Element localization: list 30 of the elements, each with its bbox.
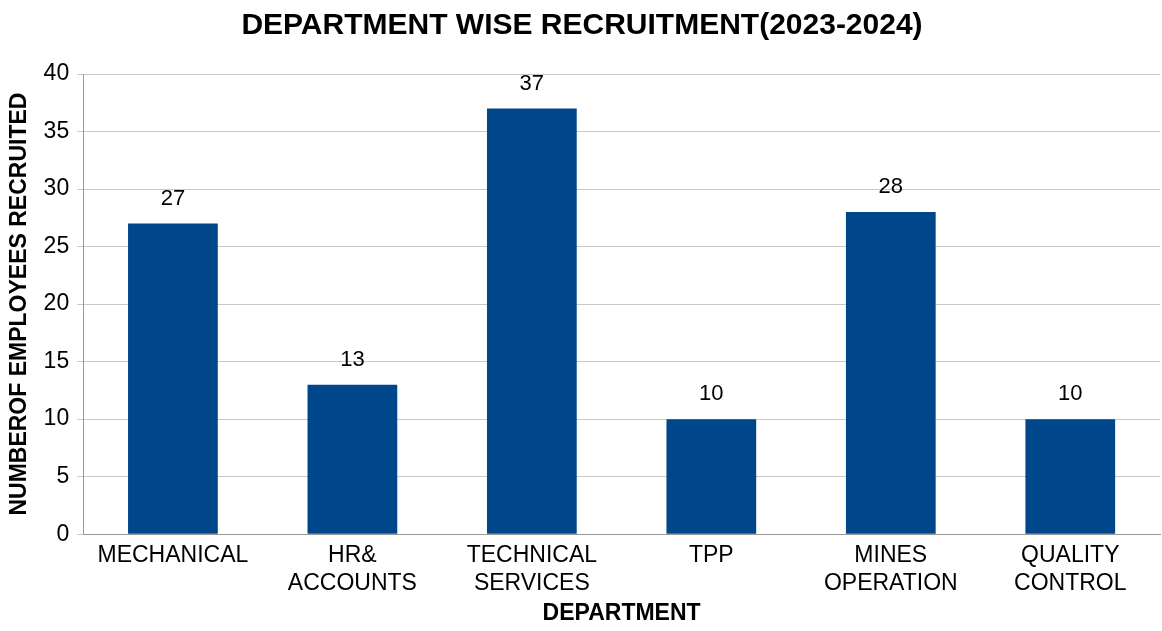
- y-tick-label: 0: [56, 519, 70, 546]
- y-tick-label: 10: [43, 404, 70, 431]
- y-tick-label: 25: [43, 231, 70, 258]
- y-axis-title: NUMBEROF EMPLOYEES RECRUITED: [5, 92, 32, 516]
- y-tick-label: 20: [43, 289, 70, 316]
- bar: [845, 212, 936, 534]
- x-tick-label: TPP: [688, 541, 734, 568]
- x-tick-label: QUALITY CONTROL: [1014, 541, 1127, 595]
- x-axis-title: DEPARTMENT: [542, 598, 701, 625]
- y-tick-label: 30: [43, 174, 70, 201]
- x-tick-label: MECHANICAL: [97, 541, 249, 568]
- chart-title: DEPARTMENT WISE RECRUITMENT(2023-2024): [241, 7, 923, 41]
- data-label: 37: [519, 69, 545, 95]
- data-label: 13: [340, 345, 365, 371]
- x-tick-label: HR& ACCOUNTS: [287, 541, 417, 595]
- bar: [1025, 419, 1116, 534]
- y-tick-label: 5: [56, 462, 70, 489]
- y-tick-label: 15: [43, 346, 70, 373]
- bar: [486, 108, 577, 534]
- bar: [128, 223, 218, 534]
- data-label: 27: [160, 184, 186, 210]
- data-label: 10: [699, 380, 724, 406]
- x-tick-label: MINES OPERATION: [823, 541, 958, 595]
- x-tick-label: TECHNICAL SERVICES: [466, 541, 598, 595]
- y-tick-label: 40: [43, 59, 70, 86]
- data-label: 28: [878, 173, 904, 199]
- data-label: 10: [1058, 380, 1083, 406]
- y-tick-label: 35: [43, 116, 70, 143]
- bar: [666, 419, 757, 534]
- bar: [307, 384, 398, 534]
